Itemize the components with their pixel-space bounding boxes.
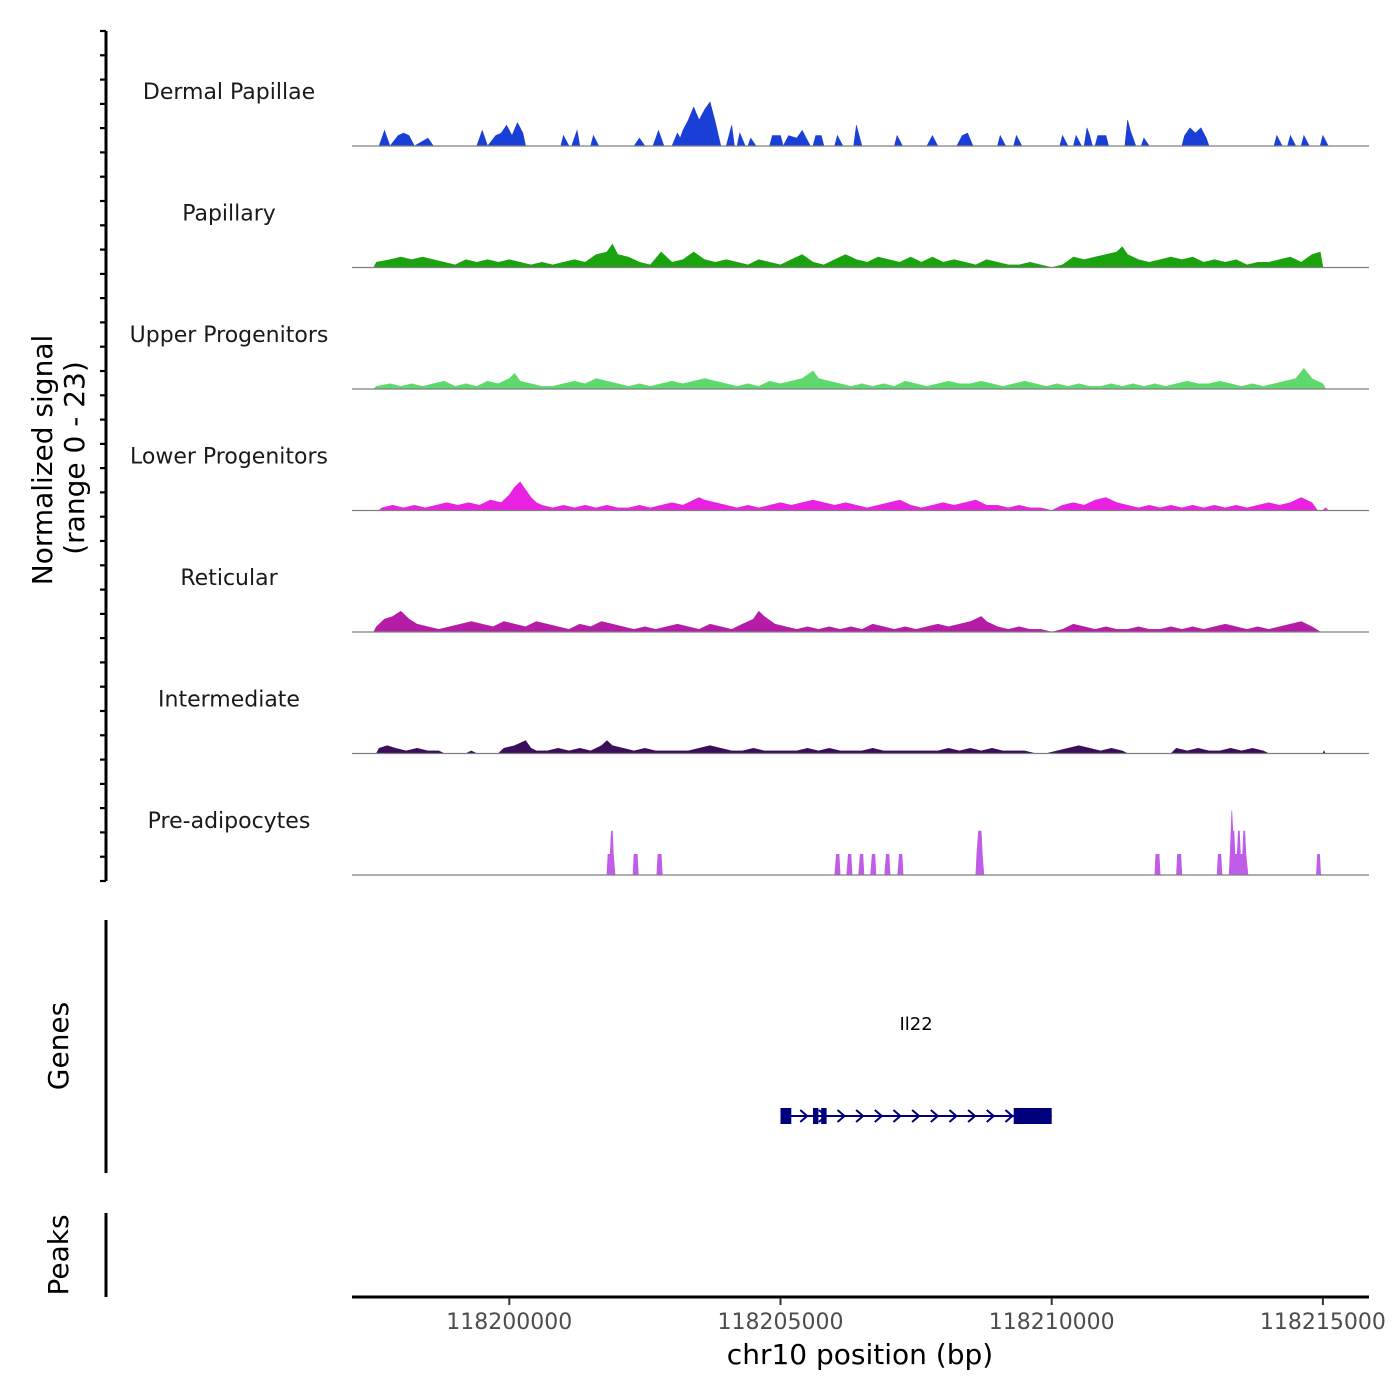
track-label: Dermal Papillae [143,80,315,105]
track-label: Upper Progenitors [130,323,329,348]
track-label: Pre-adipocytes [148,809,311,834]
strand-arrow [874,1109,884,1123]
track-papillary: Papillary [182,202,1369,269]
y-axis-title: Normalized signal [26,335,59,586]
strand-arrow [911,1109,921,1123]
genes-panel-label: Genes [42,1002,75,1090]
track-label: Intermediate [158,688,300,713]
gene-il22: Il22 [780,1014,1052,1124]
x-tick-label: 118215000 [1260,1310,1386,1335]
coverage-panel: Dermal Papillae Papillary Upper Progenitor… [130,80,1369,876]
strand-arrow [1004,1109,1014,1123]
x-tick-label: 118200000 [446,1310,572,1335]
x-axis-title: chr10 position (bp) [727,1338,993,1371]
gene-models: Il22 [780,1014,1052,1124]
coverage-area [378,481,1330,511]
x-tick-label: 118210000 [989,1310,1115,1335]
y-axis-range: (range 0 - 23) [58,361,91,555]
coverage-area [375,740,1326,754]
coverage-area [378,101,1329,147]
x-axis: 118200000 118205000 118210000 118215000 chr… [352,1295,1386,1371]
gene-exon [1013,1108,1052,1124]
x-ticks: 118200000 118205000 118210000 118215000 [446,1298,1386,1335]
coverage-area [373,610,1322,633]
track-label: Papillary [182,202,276,227]
track-lower-progenitors: Lower Progenitors [130,445,1369,512]
gene-exon [780,1108,792,1124]
genes-panel: Genes Il22 [42,920,1052,1173]
track-pre-adipocytes: Pre-adipocytes [148,809,1369,876]
gene-exon [821,1108,827,1124]
coverage-area [373,243,1324,268]
strand-arrow [986,1109,996,1123]
strand-arrow [855,1109,865,1123]
coverage-area [606,810,1322,876]
track-reticular: Reticular [180,566,1369,633]
strand-arrow [836,1109,847,1123]
strand-arrow [892,1109,902,1123]
signal-axis [100,29,108,883]
coverage-area [372,367,1327,390]
track-intermediate: Intermediate [158,688,1369,755]
strand-arrow [967,1109,977,1123]
strand-arrow [948,1109,958,1123]
track-upper-progenitors: Upper Progenitors [130,323,1369,390]
strand-arrow [930,1109,940,1123]
strand-arrow [799,1109,809,1123]
x-tick-label: 118205000 [718,1310,844,1335]
track-dermal-papillae: Dermal Papillae [143,80,1369,147]
track-label: Lower Progenitors [130,445,328,470]
peaks-panel-label: Peaks [42,1214,75,1295]
track-label: Reticular [180,566,278,591]
gene-exon [813,1108,819,1124]
peaks-panel: Peaks [42,1213,108,1297]
gene-name: Il22 [899,1014,932,1035]
